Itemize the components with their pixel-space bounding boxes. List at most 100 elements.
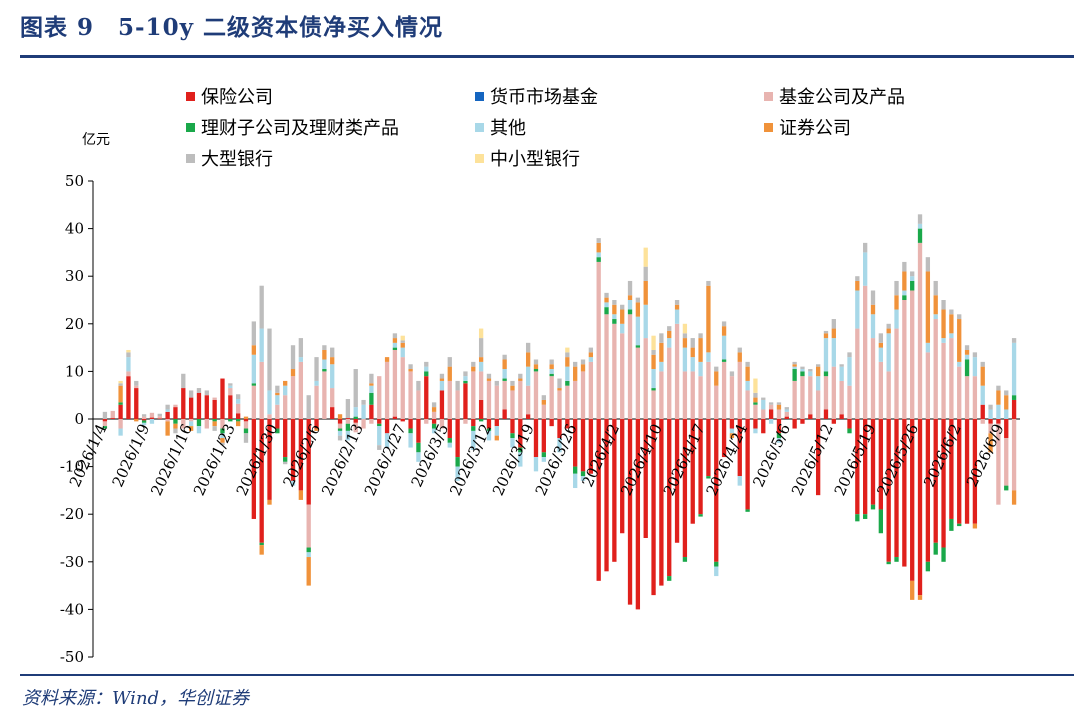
bar-segment [541,395,546,400]
bar-segment [165,409,170,412]
bar-segment [353,416,358,419]
bar-segment [980,366,985,386]
bar-segment [447,366,452,381]
bar-segment [533,359,539,365]
y-tick-label: 50 [65,172,84,190]
bar-segment [792,366,797,370]
bar-segment [1011,342,1017,396]
x-tick-label: 2026/4/10 [617,421,666,498]
bar-segment [510,419,515,434]
bar-segment [181,388,186,419]
bar-segment [980,361,985,367]
bar-segment [627,295,633,300]
bar-segment [604,307,609,315]
bar-segment [337,428,343,431]
bar-segment [949,314,954,334]
bar-segment [941,547,946,562]
bar-segment [886,328,891,334]
bar-segment [330,388,335,408]
bar-segment [478,399,484,419]
bar-segment [471,366,476,372]
bar-segment [768,402,774,405]
bar-segment [416,419,421,443]
bar-segment [925,257,931,272]
source-note: 资料来源：Wind，华创证券 [22,688,250,709]
bar-segment [902,261,907,272]
bar-segment [298,361,304,419]
bar-segment [957,366,962,419]
bar-segment [964,349,970,355]
bar-segment [1004,419,1009,439]
bar-segment [533,419,539,458]
bar-segment [126,376,131,419]
bar-segment [283,419,288,458]
bar-segment [776,419,782,434]
bar-segment [196,419,202,427]
bar-segment [988,419,993,424]
bar-segment [839,414,844,419]
bar-segment [141,419,147,421]
bar-segment [972,419,978,524]
bar-segment [768,409,774,419]
bar-segment [541,404,546,419]
x-tick-label: 2026/2/13 [318,421,367,498]
bar-segment [314,380,319,386]
bars-layer [102,214,1017,610]
bar-segment [761,409,766,419]
footer-divider [20,674,1074,676]
bar-segment [290,376,296,419]
bar-segment [439,390,445,419]
bar-segment [486,430,492,441]
bar-segment [612,314,617,320]
bar-segment [745,380,750,391]
bar-segment [690,419,695,524]
bar-segment [228,388,233,396]
bar-segment [855,419,860,515]
bar-segment [698,514,703,517]
bar-segment [870,419,876,505]
bar-segment [494,426,499,436]
bar-segment [228,385,233,389]
bar-segment [141,422,147,426]
bar-segment [964,359,970,377]
bar-segment [408,428,413,434]
bar-segment [510,433,515,439]
bar-segment [674,300,680,305]
bar-segment [439,419,445,429]
bar-segment [651,388,656,391]
bar-segment [478,328,484,339]
bar-segment [525,352,531,367]
bar-segment [353,422,358,433]
bar-segment [949,309,954,315]
bar-segment [651,419,656,596]
bar-segment [283,395,288,419]
bar-segment [596,242,601,253]
bar-segment [236,419,241,422]
bar-segment [408,371,413,419]
bar-segment [314,419,319,429]
y-tick-label: 40 [65,220,84,238]
bar-segment [635,347,641,419]
bar-segment [933,314,938,320]
bar-segment [925,561,931,572]
bar-segment [549,376,554,419]
legend-label: 大型银行 [201,149,273,170]
x-tick-label: 2026/1/16 [147,421,196,498]
legend-swatch [764,92,773,101]
bar-segment [910,580,915,600]
bar-segment [620,419,625,534]
bar-segment [925,352,931,419]
bar-segment [855,276,860,281]
y-tick-label: 10 [65,362,84,380]
bar-segment [855,328,860,419]
bar-segment [345,419,351,424]
bar-segment [902,295,907,300]
bar-segment [392,342,398,348]
bar-segment [737,476,742,486]
bar-segment [745,509,750,512]
bar-segment [298,490,304,500]
bar-segment [957,419,962,524]
bar-segment [573,380,578,419]
bar-segment [118,380,123,384]
